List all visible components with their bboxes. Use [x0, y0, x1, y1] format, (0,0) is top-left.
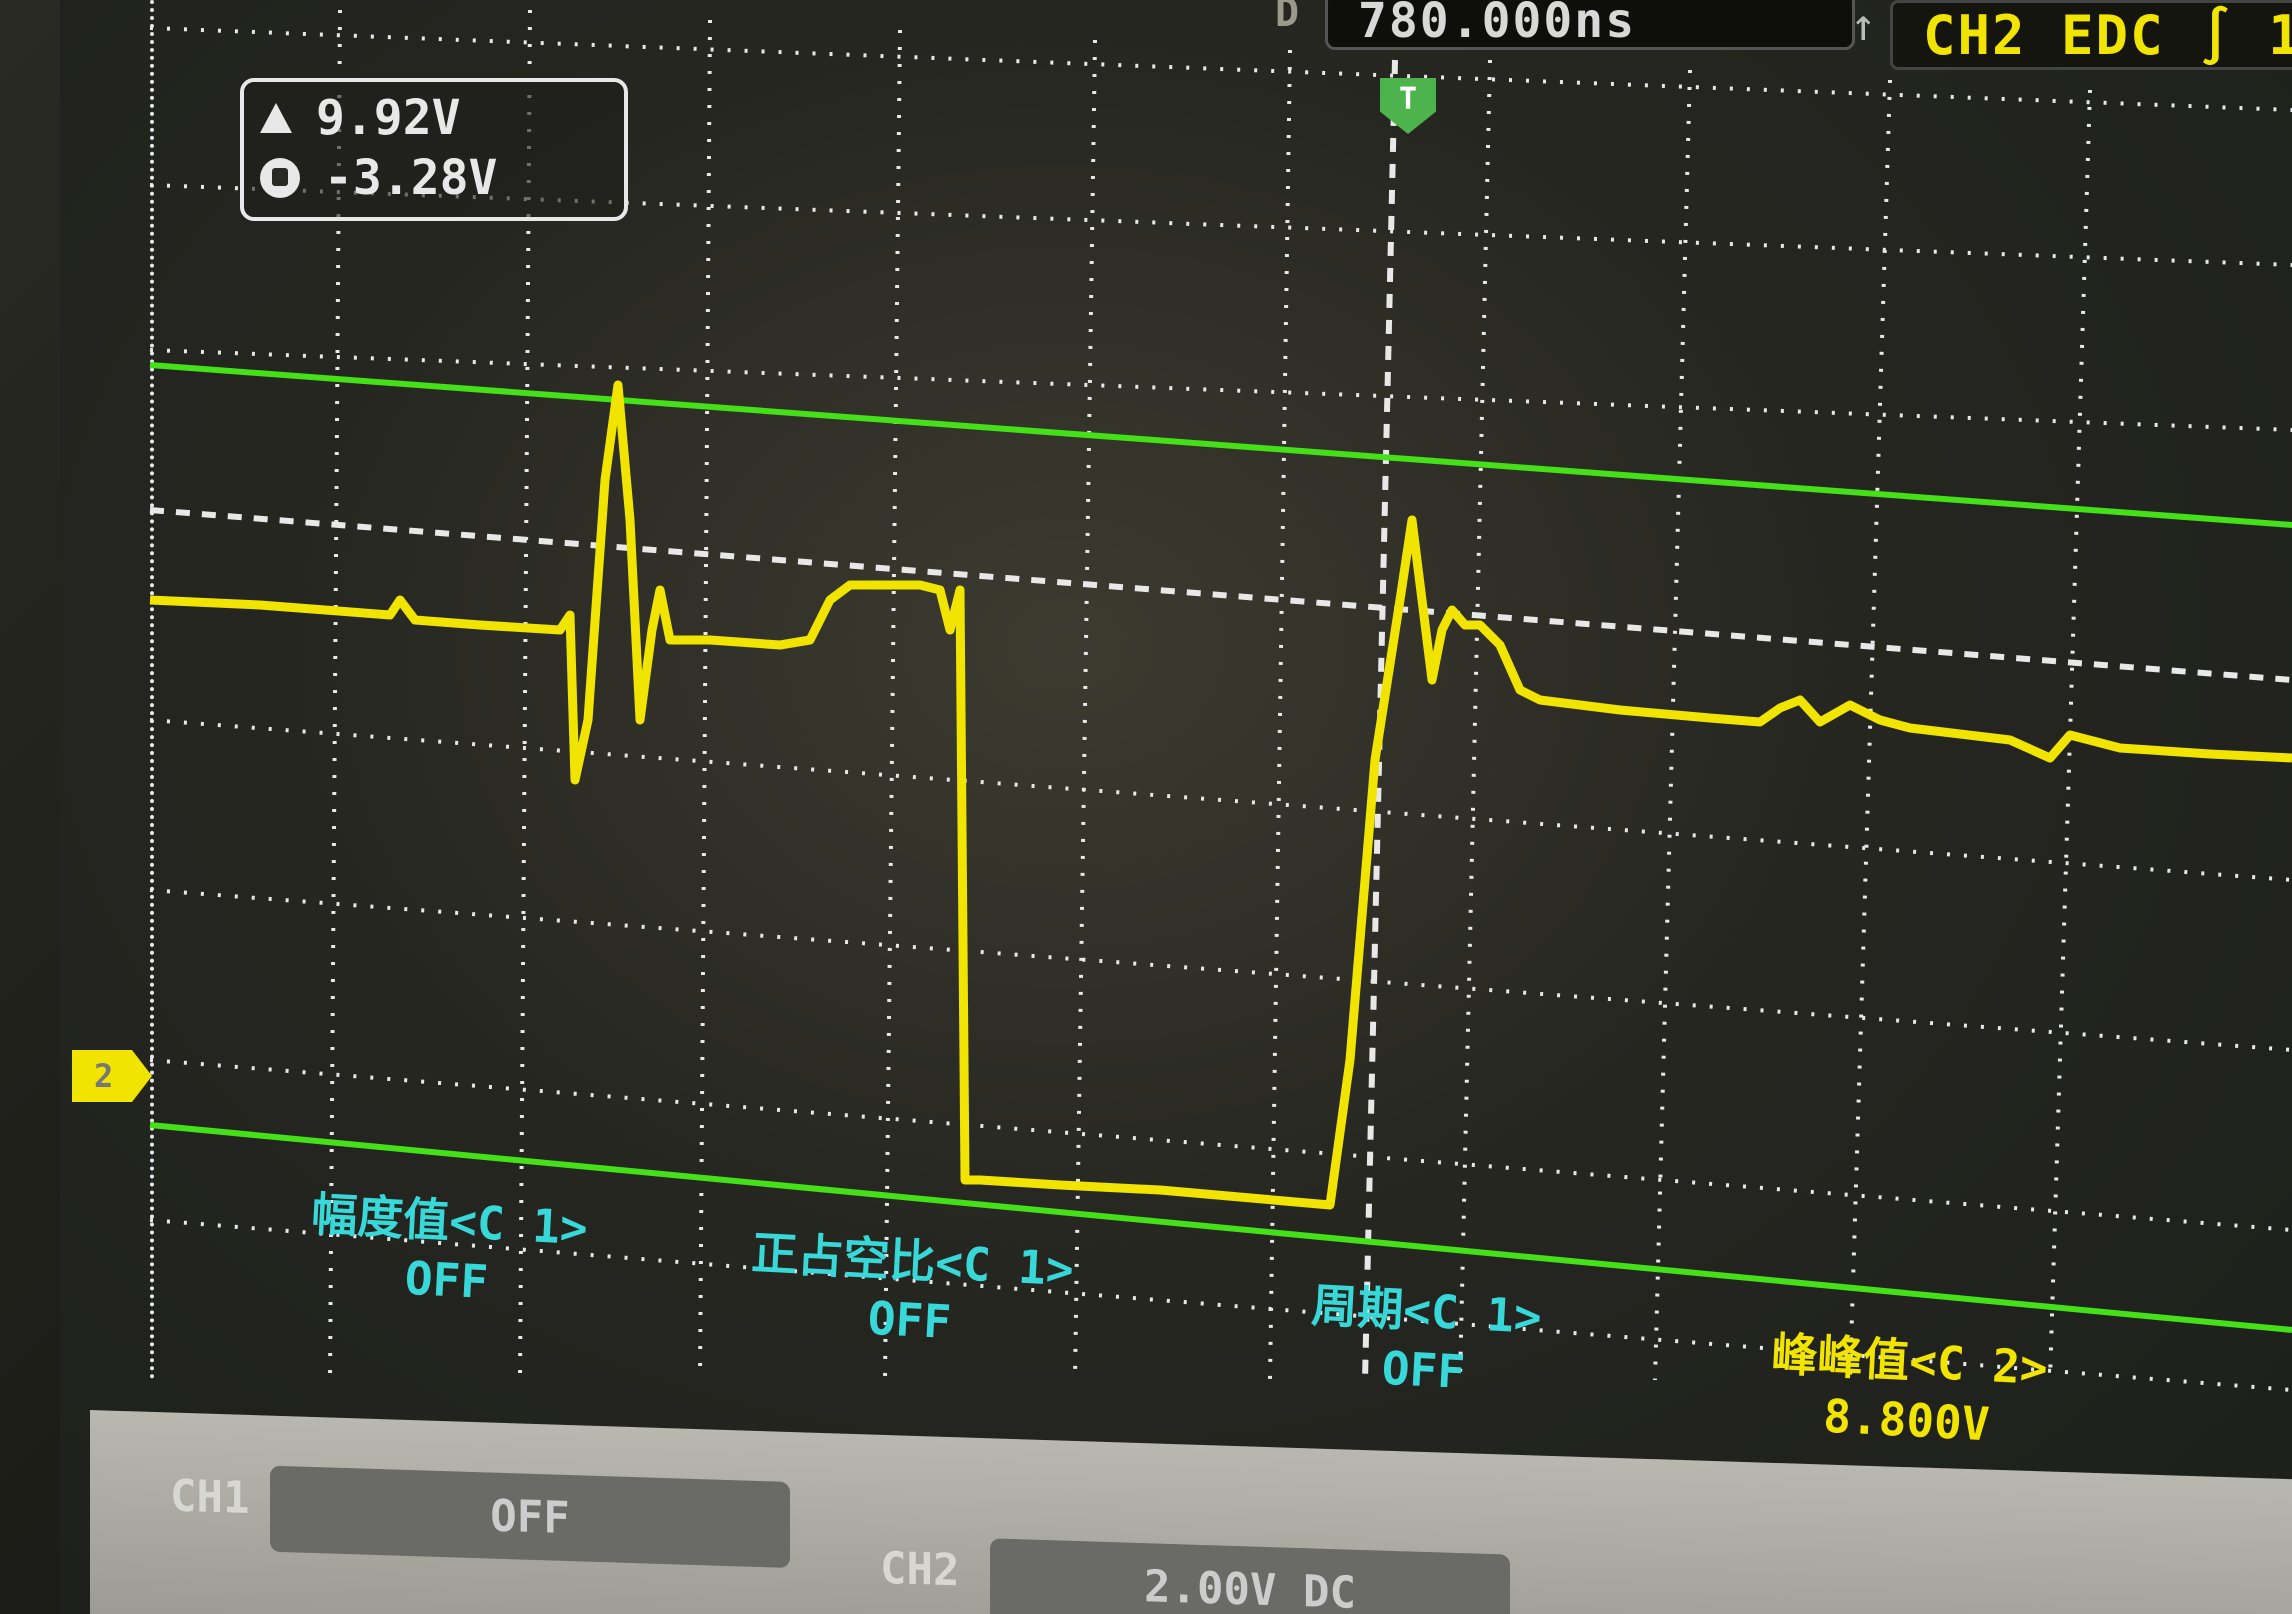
grid-v-line [328, 9, 342, 1381]
grid-h-line [149, 26, 2292, 112]
cursor-delta-value: 9.92V [316, 90, 461, 146]
grid-v-line [1458, 59, 1492, 1381]
measurement-amplitude: 幅度值<C 1> OFF [307, 1178, 589, 1314]
measurement-label: 周期<C 1> [1310, 1278, 1544, 1345]
measurement-label: 幅度值<C 1> [310, 1186, 590, 1256]
timebase-prefix: D [1275, 0, 1300, 36]
ch2-trace [149, 380, 2292, 1210]
trigger-arrow-icon: ↑ [1850, 0, 1877, 51]
grid-h-line [149, 1058, 2292, 1232]
status-bar: D 780.000ns ↑ CH2 EDC ∫ 1 [60, 0, 2292, 70]
cursor-readout-panel: 9.92V -3.28V [240, 78, 628, 221]
measurement-period: 周期<C 1> OFF [1307, 1269, 1544, 1403]
grid-h-line [149, 348, 2292, 432]
ch1-label: CH1 [170, 1470, 250, 1525]
grid-v-line [1268, 49, 1292, 1381]
measurement-duty-cycle: 正占空比<C 1> OFF [747, 1217, 1075, 1356]
ch1-setting-button[interactable]: OFF [270, 1465, 790, 1568]
waveform-grid [150, 0, 2292, 1380]
grid-v-line [1653, 69, 1692, 1381]
cursor-delta-row: 9.92V [260, 90, 461, 146]
timebase-readout: 780.000ns [1325, 0, 1855, 50]
grid-h-line [149, 718, 2292, 882]
grid-v-line [698, 19, 712, 1381]
grid-v-line [1848, 79, 1892, 1381]
ch2-setting-button[interactable]: 2.00V DC [990, 1538, 1510, 1614]
cursor-reference-value: -3.28V [324, 150, 498, 206]
cursor-reference-row: -3.28V [260, 150, 497, 206]
grid-center-h-line [149, 507, 2292, 683]
grid-h-line [149, 1218, 2292, 1392]
lock-icon [260, 158, 300, 198]
grid-v-line [1073, 39, 1097, 1381]
measurement-peak-to-peak: 峰峰值<C 2> 8.800V [1767, 1318, 2049, 1454]
measurement-label: 峰峰值<C 2> [1770, 1326, 2050, 1396]
oscilloscope-screen: D 780.000ns ↑ CH2 EDC ∫ 1 [60, 0, 2292, 1614]
grid-v-line [518, 9, 532, 1381]
trigger-readout: CH2 EDC ∫ 1 [1890, 0, 2292, 70]
center-lines [149, 59, 2292, 1381]
ch2-label: CH2 [880, 1542, 960, 1597]
cursor-line-upper[interactable] [149, 362, 2292, 528]
grid-v-line [883, 29, 902, 1381]
delta-icon [260, 103, 292, 133]
grid-h-line [149, 888, 2292, 1052]
cursor-line-lower[interactable] [149, 1122, 2292, 1333]
